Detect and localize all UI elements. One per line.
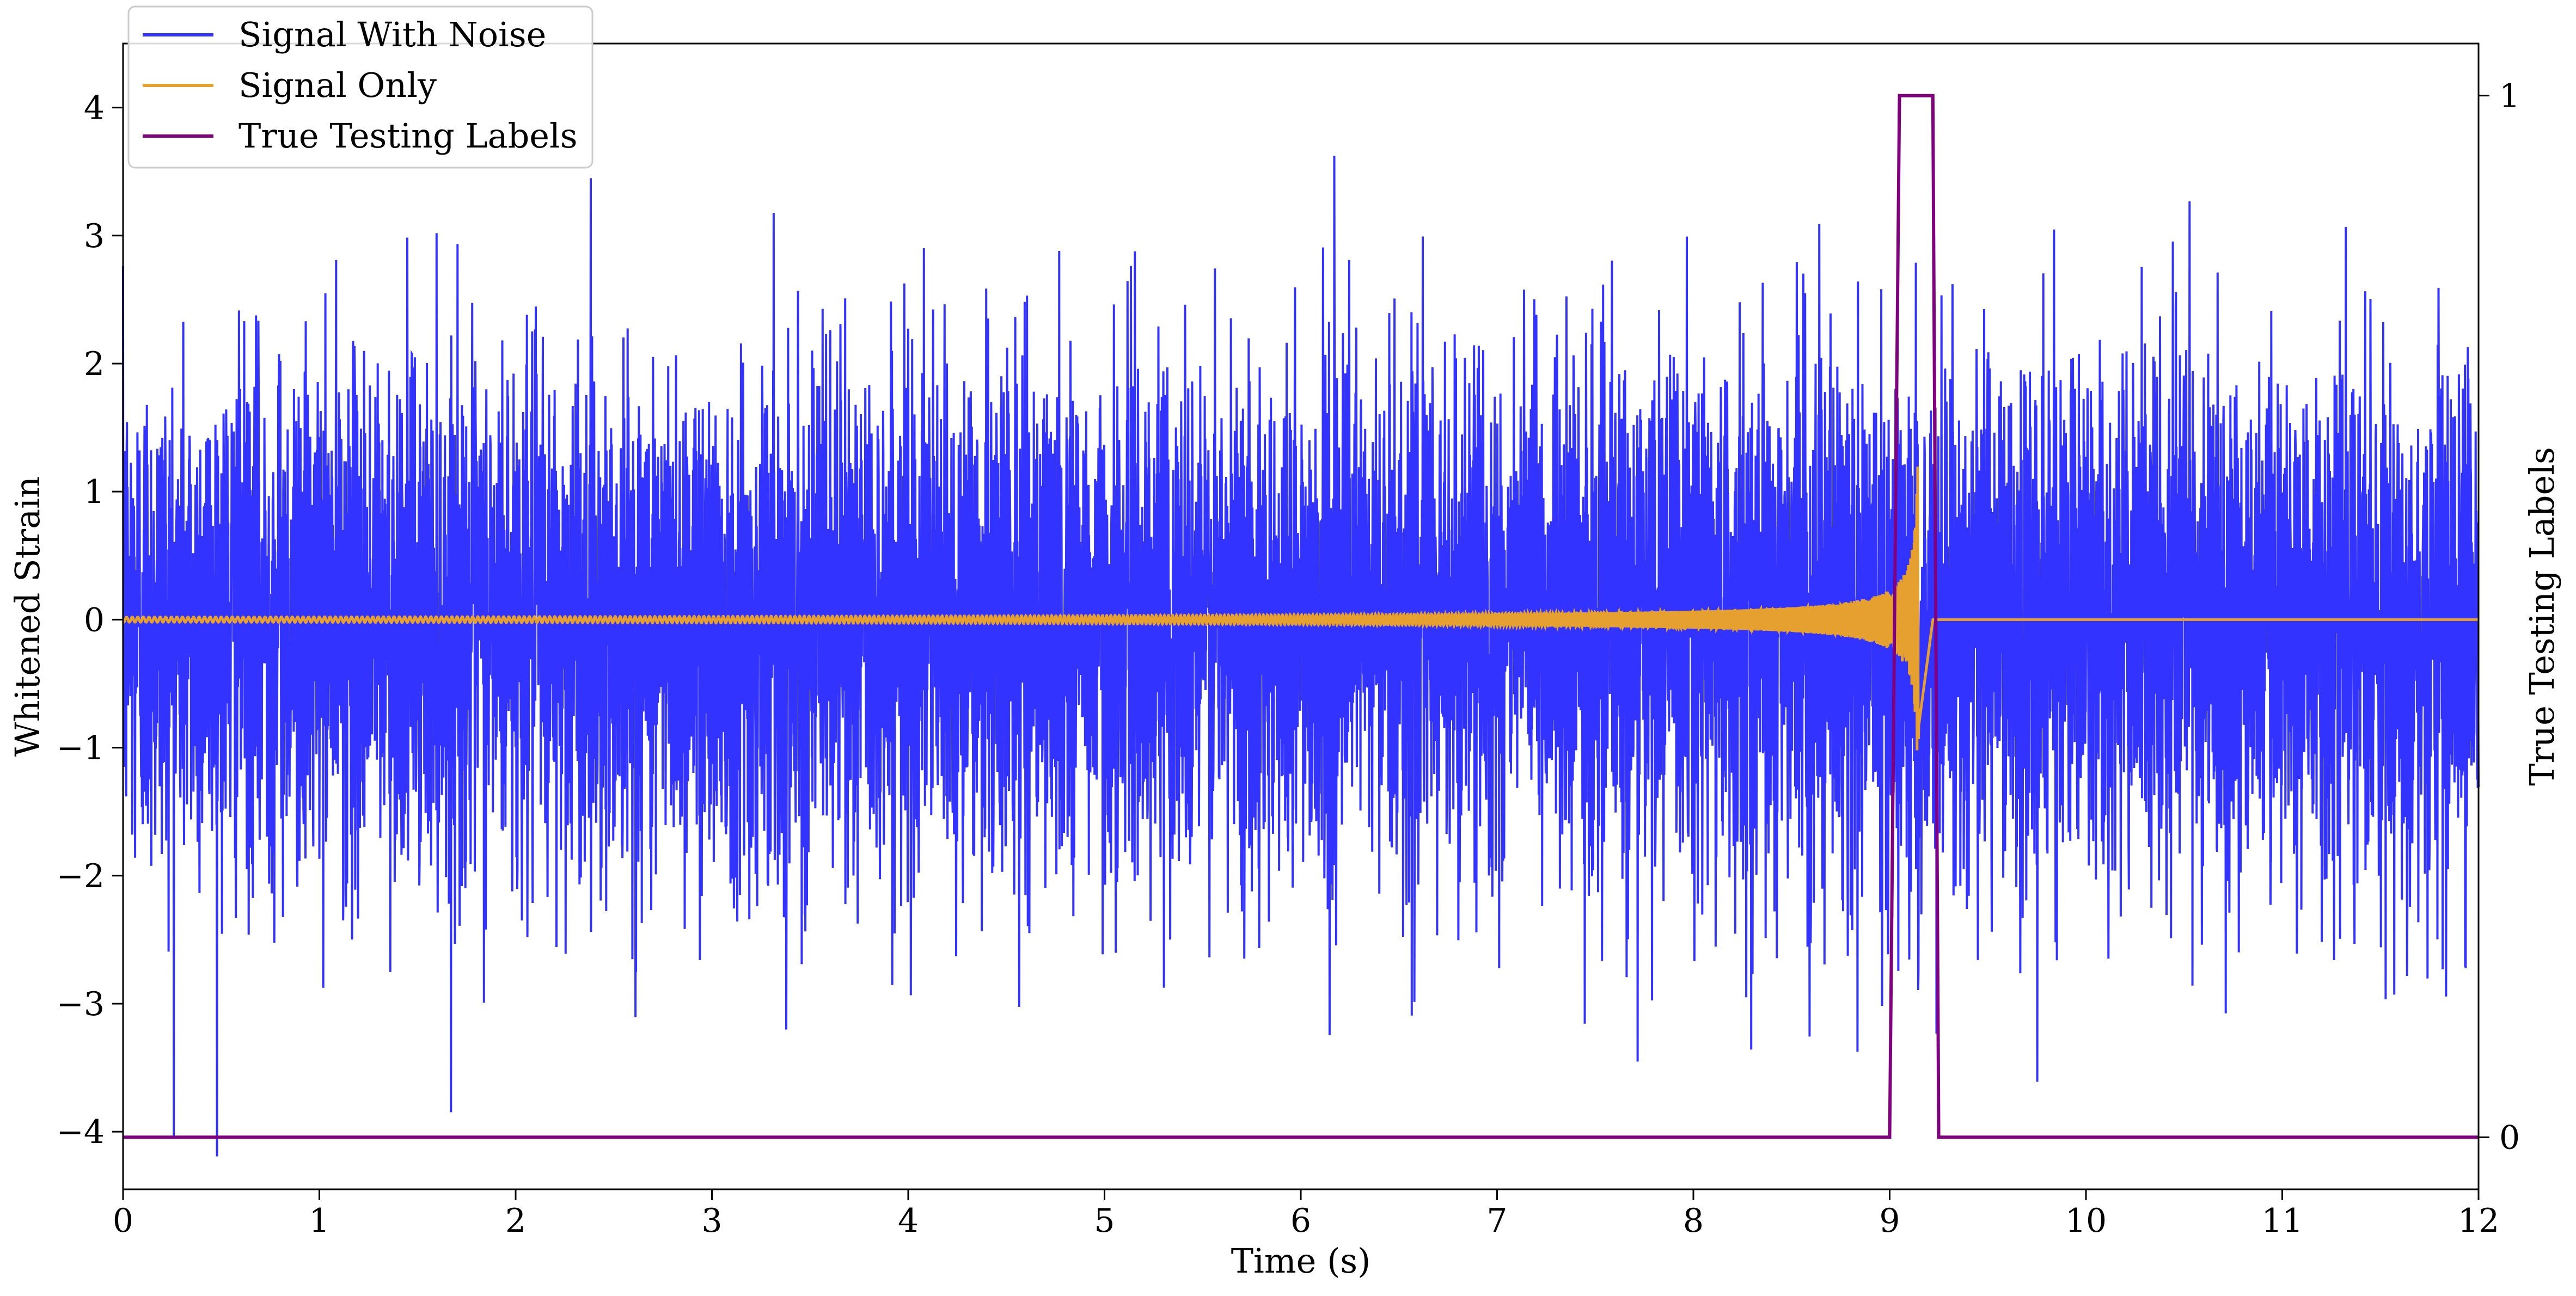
x-tick-label: 12 — [2458, 1202, 2499, 1240]
x-tick-label: 10 — [2065, 1202, 2107, 1240]
y-left-axis-ticks: −4 −3 −2 −1 0 1 2 3 4 — [57, 89, 123, 1151]
series-line-signal-with-noise — [122, 156, 2480, 1157]
x-tick-label: 3 — [701, 1202, 722, 1240]
legend: Signal With Noise Signal Only True Testing… — [127, 5, 593, 169]
series-line-true-testing-labels — [123, 94, 2479, 1139]
y-left-tick-label: 1 — [84, 473, 105, 511]
x-tick-label: 11 — [2261, 1202, 2303, 1240]
legend-box — [127, 5, 593, 169]
x-tick-label: 0 — [113, 1202, 133, 1240]
legend-label: Signal With Noise — [238, 15, 546, 54]
y-left-tick-label: −3 — [57, 985, 105, 1023]
x-tick-label: 7 — [1486, 1202, 1507, 1240]
y-right-tick-label: 0 — [2499, 1119, 2520, 1157]
y-left-tick-label: −1 — [57, 729, 105, 767]
y-right-tick-label: 1 — [2499, 77, 2520, 115]
y-left-tick-label: 2 — [84, 345, 105, 383]
x-tick-label: 1 — [309, 1202, 329, 1240]
series-line-signal-only — [121, 466, 2479, 751]
x-tick-label: 2 — [505, 1202, 526, 1240]
y-right-axis-ticks: 01 — [2479, 77, 2520, 1157]
x-tick-label: 8 — [1683, 1202, 1704, 1240]
x-axis-ticks: 0 1 2 3 4 5 6 7 8 9 10 11 12 — [113, 1189, 2499, 1240]
y-left-axis-label: Whitened Strain — [8, 476, 47, 757]
y-left-tick-label: −2 — [57, 857, 105, 895]
y-left-tick-label: 3 — [84, 217, 105, 255]
x-tick-label: 6 — [1290, 1202, 1311, 1240]
y-left-tick-label: −4 — [57, 1113, 105, 1151]
x-tick-label: 5 — [1094, 1202, 1115, 1240]
legend-label: Signal Only — [238, 65, 437, 105]
x-tick-label: 9 — [1879, 1202, 1900, 1240]
y-left-tick-label: 0 — [84, 601, 105, 639]
y-left-tick-label: 4 — [84, 89, 105, 127]
x-tick-label: 4 — [898, 1202, 919, 1240]
legend-label: True Testing Labels — [238, 116, 578, 156]
plot-lines — [121, 94, 2480, 1157]
y-right-axis-label: True Testing Labels — [2522, 447, 2562, 786]
x-axis-label: Time (s) — [1231, 1241, 1371, 1281]
